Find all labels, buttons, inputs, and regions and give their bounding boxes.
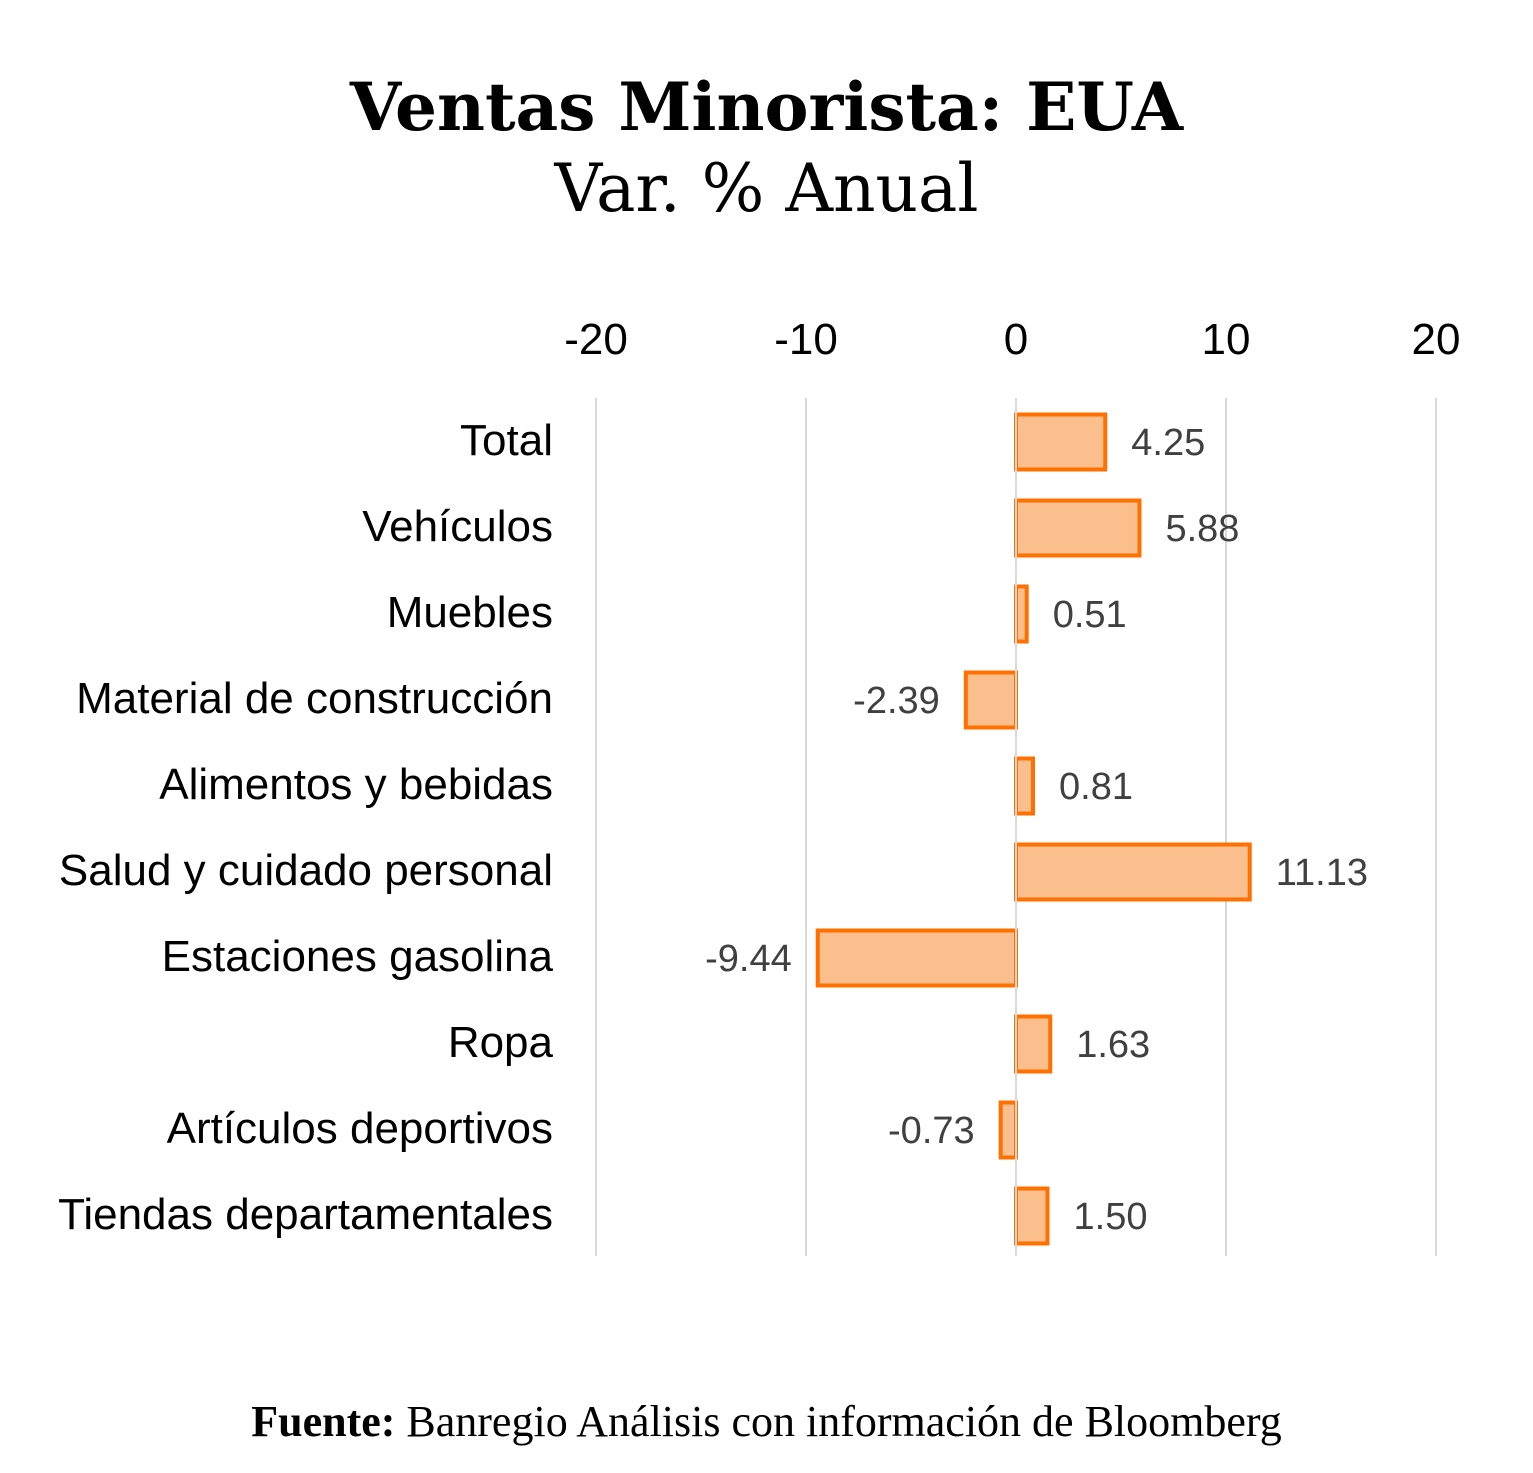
bar — [963, 670, 1018, 730]
category-label: Material de construcción — [76, 674, 553, 723]
bar — [998, 1100, 1018, 1160]
data-label: 11.13 — [1276, 852, 1368, 894]
category-label: Salud y cuidado personal — [59, 846, 553, 895]
bar — [1014, 1014, 1053, 1074]
category-label: Total — [460, 416, 553, 465]
data-label: 4.25 — [1131, 422, 1205, 464]
category-labels: Total Vehículos Muebles Material de constru… — [58, 416, 553, 1239]
bar — [1014, 842, 1252, 902]
category-label: Estaciones gasolina — [162, 932, 554, 981]
bar — [1014, 412, 1108, 472]
data-label: 5.88 — [1165, 508, 1239, 550]
source-text: Banregio Análisis con información de Blo… — [406, 1397, 1282, 1446]
data-label: 0.51 — [1053, 594, 1127, 636]
bars — [815, 412, 1252, 1246]
source-label: Fuente: — [251, 1397, 396, 1446]
x-tick-label: 0 — [1004, 315, 1028, 364]
category-label: Alimentos y bebidas — [159, 760, 553, 809]
category-label: Ropa — [448, 1018, 554, 1067]
bar — [1014, 584, 1029, 644]
x-tick-label: -20 — [564, 315, 628, 364]
chart-title: Ventas Minorista: EUA — [349, 68, 1184, 146]
data-label: -9.44 — [705, 938, 792, 980]
bar — [1014, 498, 1142, 558]
x-tick-label: 10 — [1202, 315, 1251, 364]
category-label: Tiendas departamentales — [58, 1190, 553, 1239]
bar — [1014, 1186, 1050, 1246]
bar — [1014, 756, 1036, 816]
x-tick-label: 20 — [1412, 315, 1461, 364]
data-label: 1.50 — [1074, 1196, 1148, 1238]
x-tick-label: -10 — [774, 315, 838, 364]
data-labels: 4.25 5.88 0.51 -2.39 0.81 11.13 -9.44 1.63 -0.73… — [705, 398, 1368, 1256]
data-label: 0.81 — [1059, 766, 1133, 808]
category-label: Muebles — [387, 588, 553, 637]
chart-subtitle: Var. % Anual — [554, 150, 979, 227]
category-label: Vehículos — [362, 502, 553, 551]
data-label: -0.73 — [888, 1110, 975, 1152]
category-label: Artículos deportivos — [167, 1104, 553, 1153]
bar — [815, 928, 1019, 988]
source-note: Fuente: Banregio Análisis con informació… — [0, 1396, 1533, 1447]
x-axis-ticks: -20 -10 0 10 20 — [564, 315, 1460, 364]
data-label: -2.39 — [853, 680, 940, 722]
data-label: 1.63 — [1076, 1024, 1150, 1066]
